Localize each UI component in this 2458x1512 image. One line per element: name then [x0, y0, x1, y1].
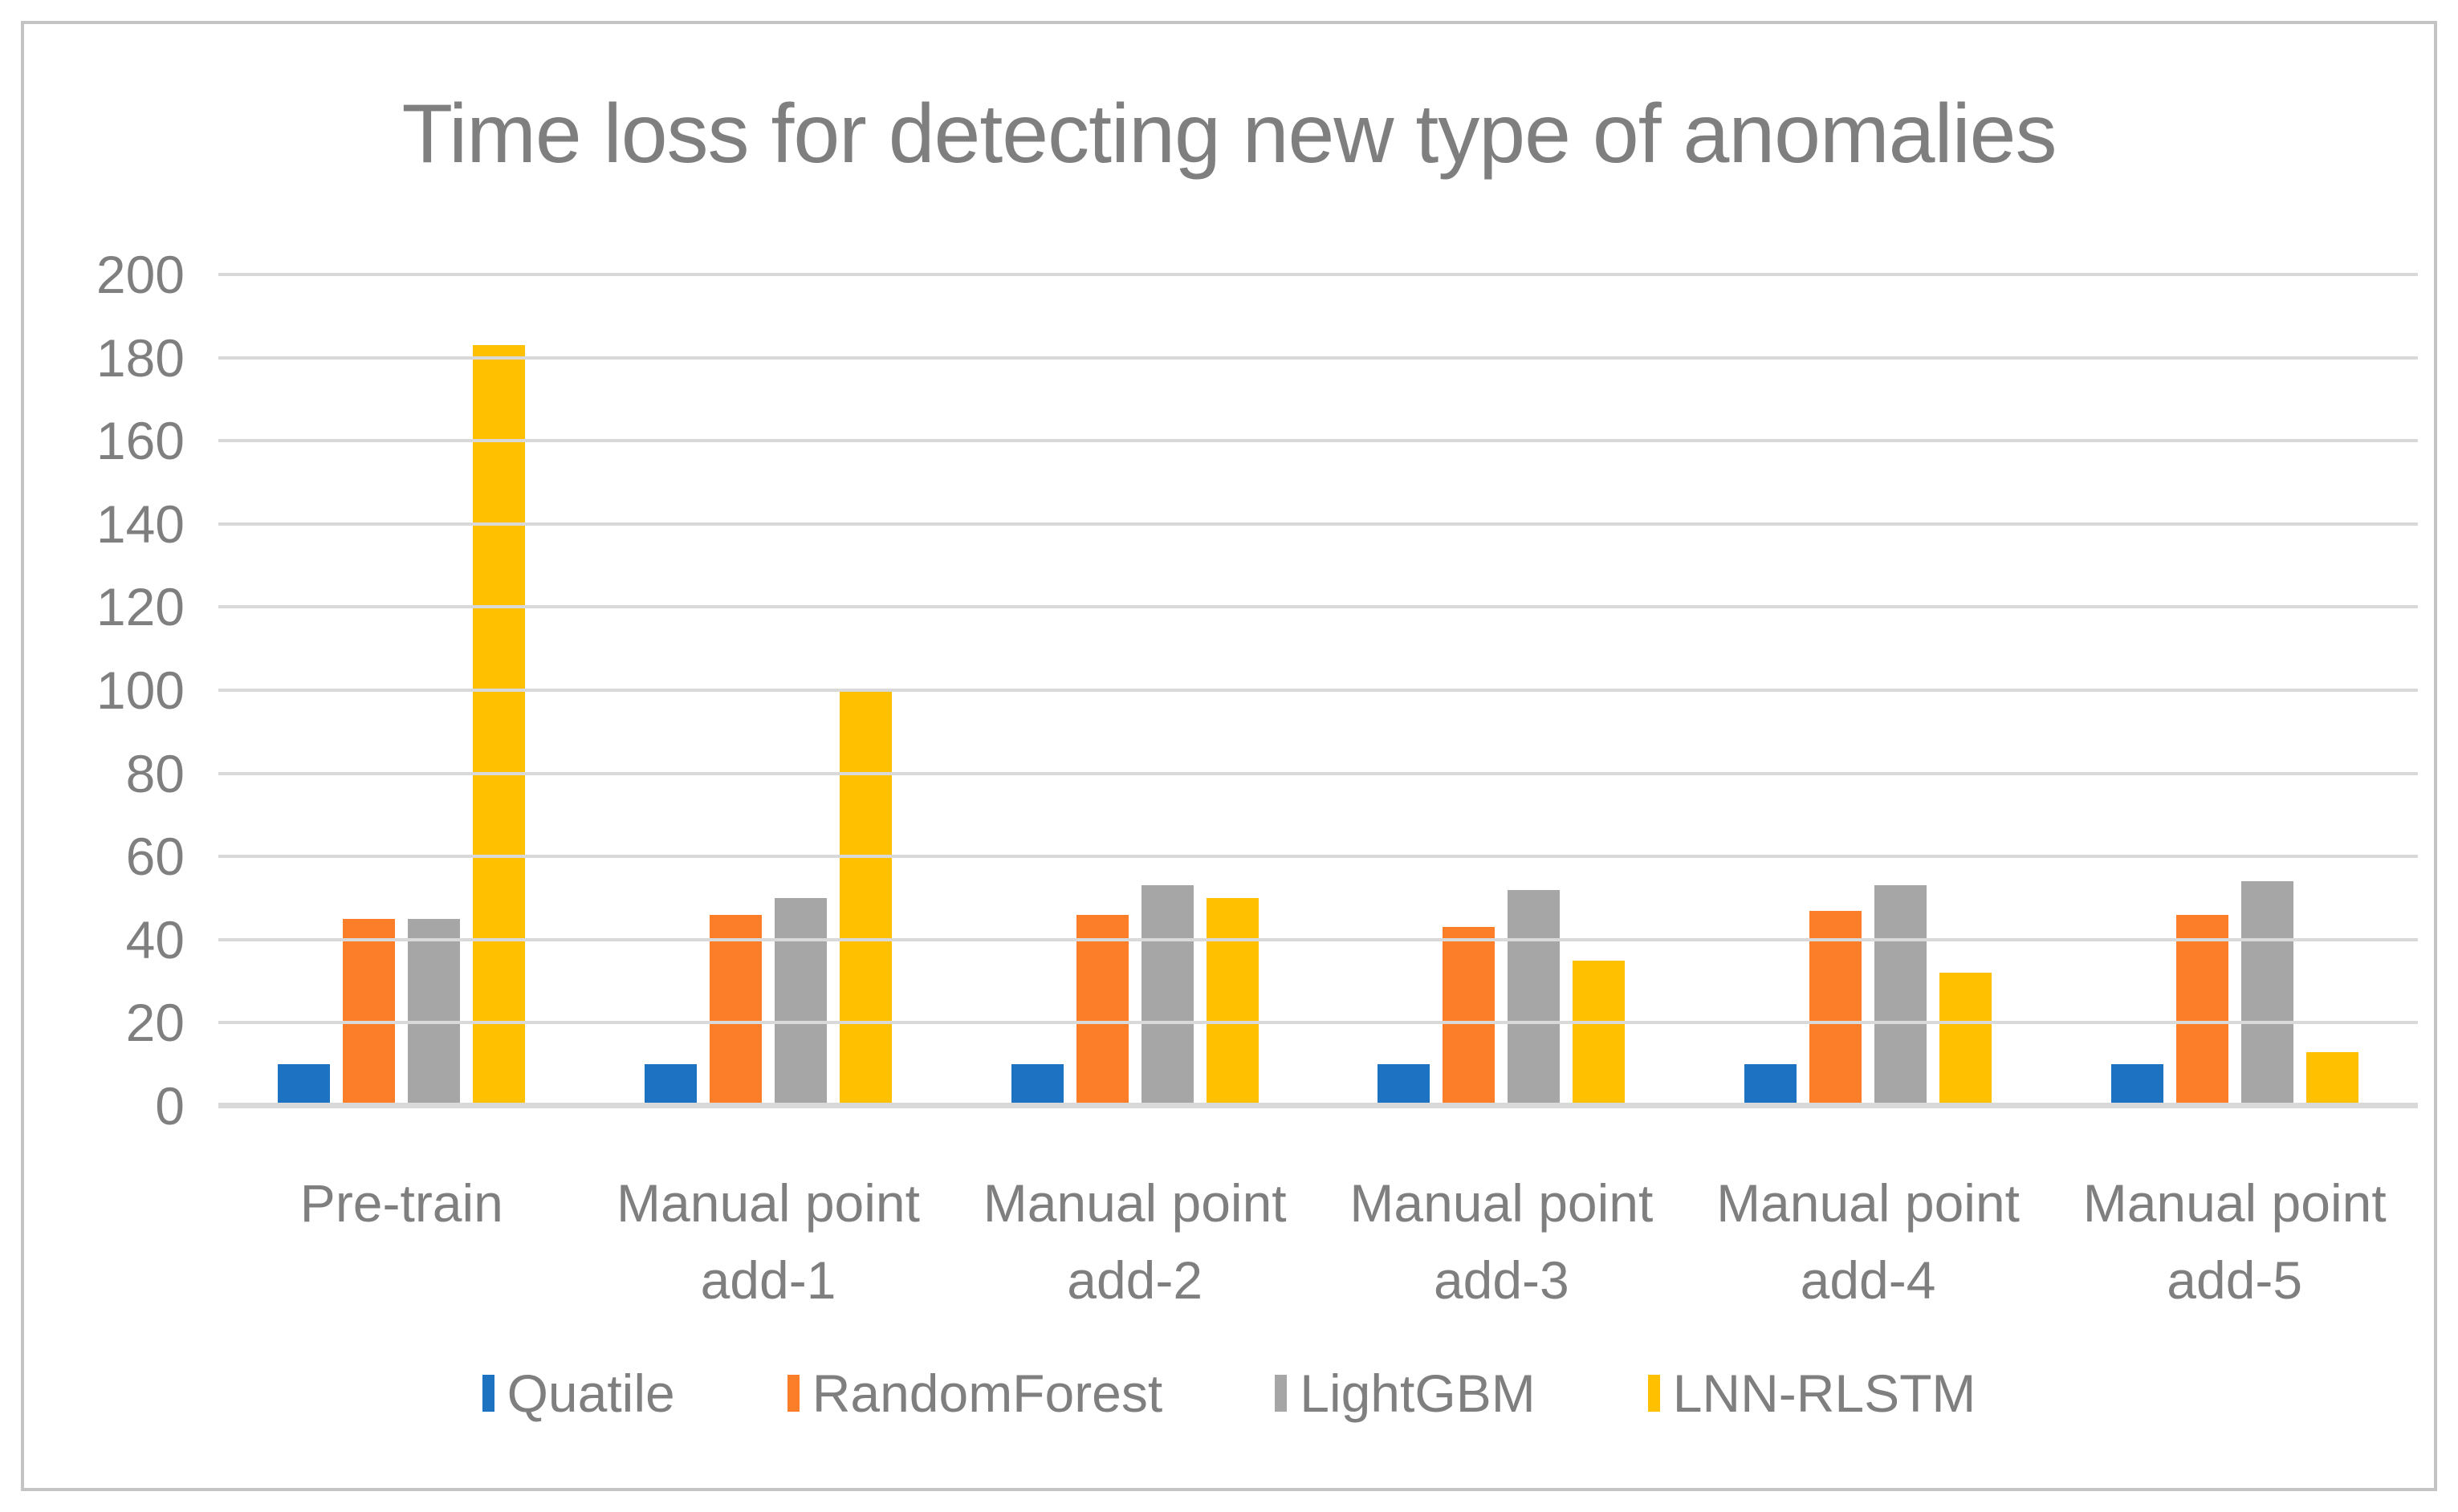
x-axis-line: [218, 1103, 2418, 1108]
bar-randomforest: [1076, 914, 1129, 1106]
legend-swatch: [787, 1375, 800, 1412]
y-axis-tick-label: 60: [125, 827, 185, 887]
bar-randomforest: [1443, 927, 1496, 1106]
bar-group: [1685, 274, 2052, 1106]
bar-group: [2051, 274, 2418, 1106]
bar-randomforest: [343, 918, 396, 1106]
y-axis-tick-label: 0: [155, 1076, 185, 1136]
x-axis-label: Manual point add-4: [1716, 1173, 2020, 1310]
x-axis-label: Pre-train: [299, 1173, 503, 1233]
bar-lnn-rlstm: [1206, 898, 1259, 1106]
legend-swatch: [1647, 1375, 1660, 1412]
bar-quatile: [278, 1064, 331, 1106]
y-axis-tick-label: 20: [125, 993, 185, 1053]
legend-label: LightGBM: [1300, 1364, 1536, 1423]
bar-lightgbm: [1141, 885, 1194, 1106]
legend: Quatile RandomForest LightGBM LNN-RLSTM: [0, 1363, 2458, 1424]
x-axis-label: Manual point add-3: [1349, 1173, 1654, 1310]
y-axis-tick-label: 200: [96, 245, 185, 304]
bar-quatile: [1011, 1064, 1064, 1106]
bar-randomforest: [1809, 910, 1862, 1106]
bar-lnn-rlstm: [473, 345, 526, 1106]
gridline: [218, 273, 2418, 276]
bar-lnn-rlstm: [1573, 960, 1626, 1106]
bar-lightgbm: [1874, 885, 1927, 1106]
gridline: [218, 605, 2418, 609]
y-axis-tick-label: 80: [125, 743, 185, 803]
x-axis-label: Manual point add-2: [983, 1173, 1287, 1310]
legend-item: LightGBM: [1275, 1363, 1536, 1424]
y-axis-tick-label: 160: [96, 411, 185, 471]
y-axis-tick-label: 180: [96, 327, 185, 388]
gridline: [218, 522, 2418, 526]
bar-quatile: [1744, 1064, 1797, 1106]
chart-border-frame: [21, 21, 2437, 1491]
x-axis-label: Manual point add-5: [2082, 1173, 2387, 1310]
bar-group: [585, 274, 952, 1106]
bar-group: [218, 274, 585, 1106]
y-axis-tick-label: 140: [96, 494, 185, 554]
y-axis-tick-labels: 200 180 160 140 120 100 80 60 40 20 0: [0, 245, 185, 1136]
legend-label: RandomForest: [812, 1364, 1163, 1423]
bar-lightgbm: [2240, 881, 2293, 1106]
x-axis-label: Manual point add-1: [617, 1173, 920, 1310]
y-axis-tick-label: 120: [96, 577, 185, 637]
y-axis-tick-label: 40: [125, 909, 185, 969]
bar-lnn-rlstm: [840, 690, 892, 1106]
legend-item: LNN-RLSTM: [1647, 1363, 1976, 1424]
bar-lightgbm: [775, 898, 827, 1106]
gridline: [218, 439, 2418, 443]
legend-label: LNN-RLSTM: [1672, 1364, 1976, 1423]
legend-item: Quatile: [482, 1363, 675, 1424]
legend-swatch: [1275, 1375, 1288, 1412]
gridline: [218, 771, 2418, 775]
gridline: [218, 1021, 2418, 1025]
legend-item: RandomForest: [787, 1363, 1163, 1424]
chart-title: Time loss for detecting new type of anom…: [401, 87, 2057, 181]
legend-label: Quatile: [507, 1364, 675, 1423]
y-axis-tick-label: 100: [96, 660, 185, 720]
bar-randomforest: [710, 914, 762, 1106]
x-axis-labels: Pre-train Manual point add-1 Manual point ad…: [218, 1165, 2418, 1319]
bar-groups: [218, 274, 2418, 1106]
bar-quatile: [2110, 1064, 2163, 1106]
gridline: [218, 689, 2418, 692]
bar-lightgbm: [408, 918, 461, 1106]
bar-lnn-rlstm: [2305, 1051, 2358, 1106]
bar-lightgbm: [1508, 889, 1561, 1106]
bar-group: [1318, 274, 1685, 1106]
plot-area: [218, 273, 2418, 1108]
legend-swatch: [482, 1375, 494, 1412]
bar-quatile: [645, 1064, 697, 1106]
bar-group: [951, 274, 1318, 1106]
bar-randomforest: [2175, 914, 2228, 1106]
gridline: [218, 356, 2418, 360]
bar-quatile: [1378, 1064, 1430, 1106]
gridline: [218, 937, 2418, 941]
bar-lnn-rlstm: [1939, 973, 1992, 1106]
gridline: [218, 855, 2418, 859]
